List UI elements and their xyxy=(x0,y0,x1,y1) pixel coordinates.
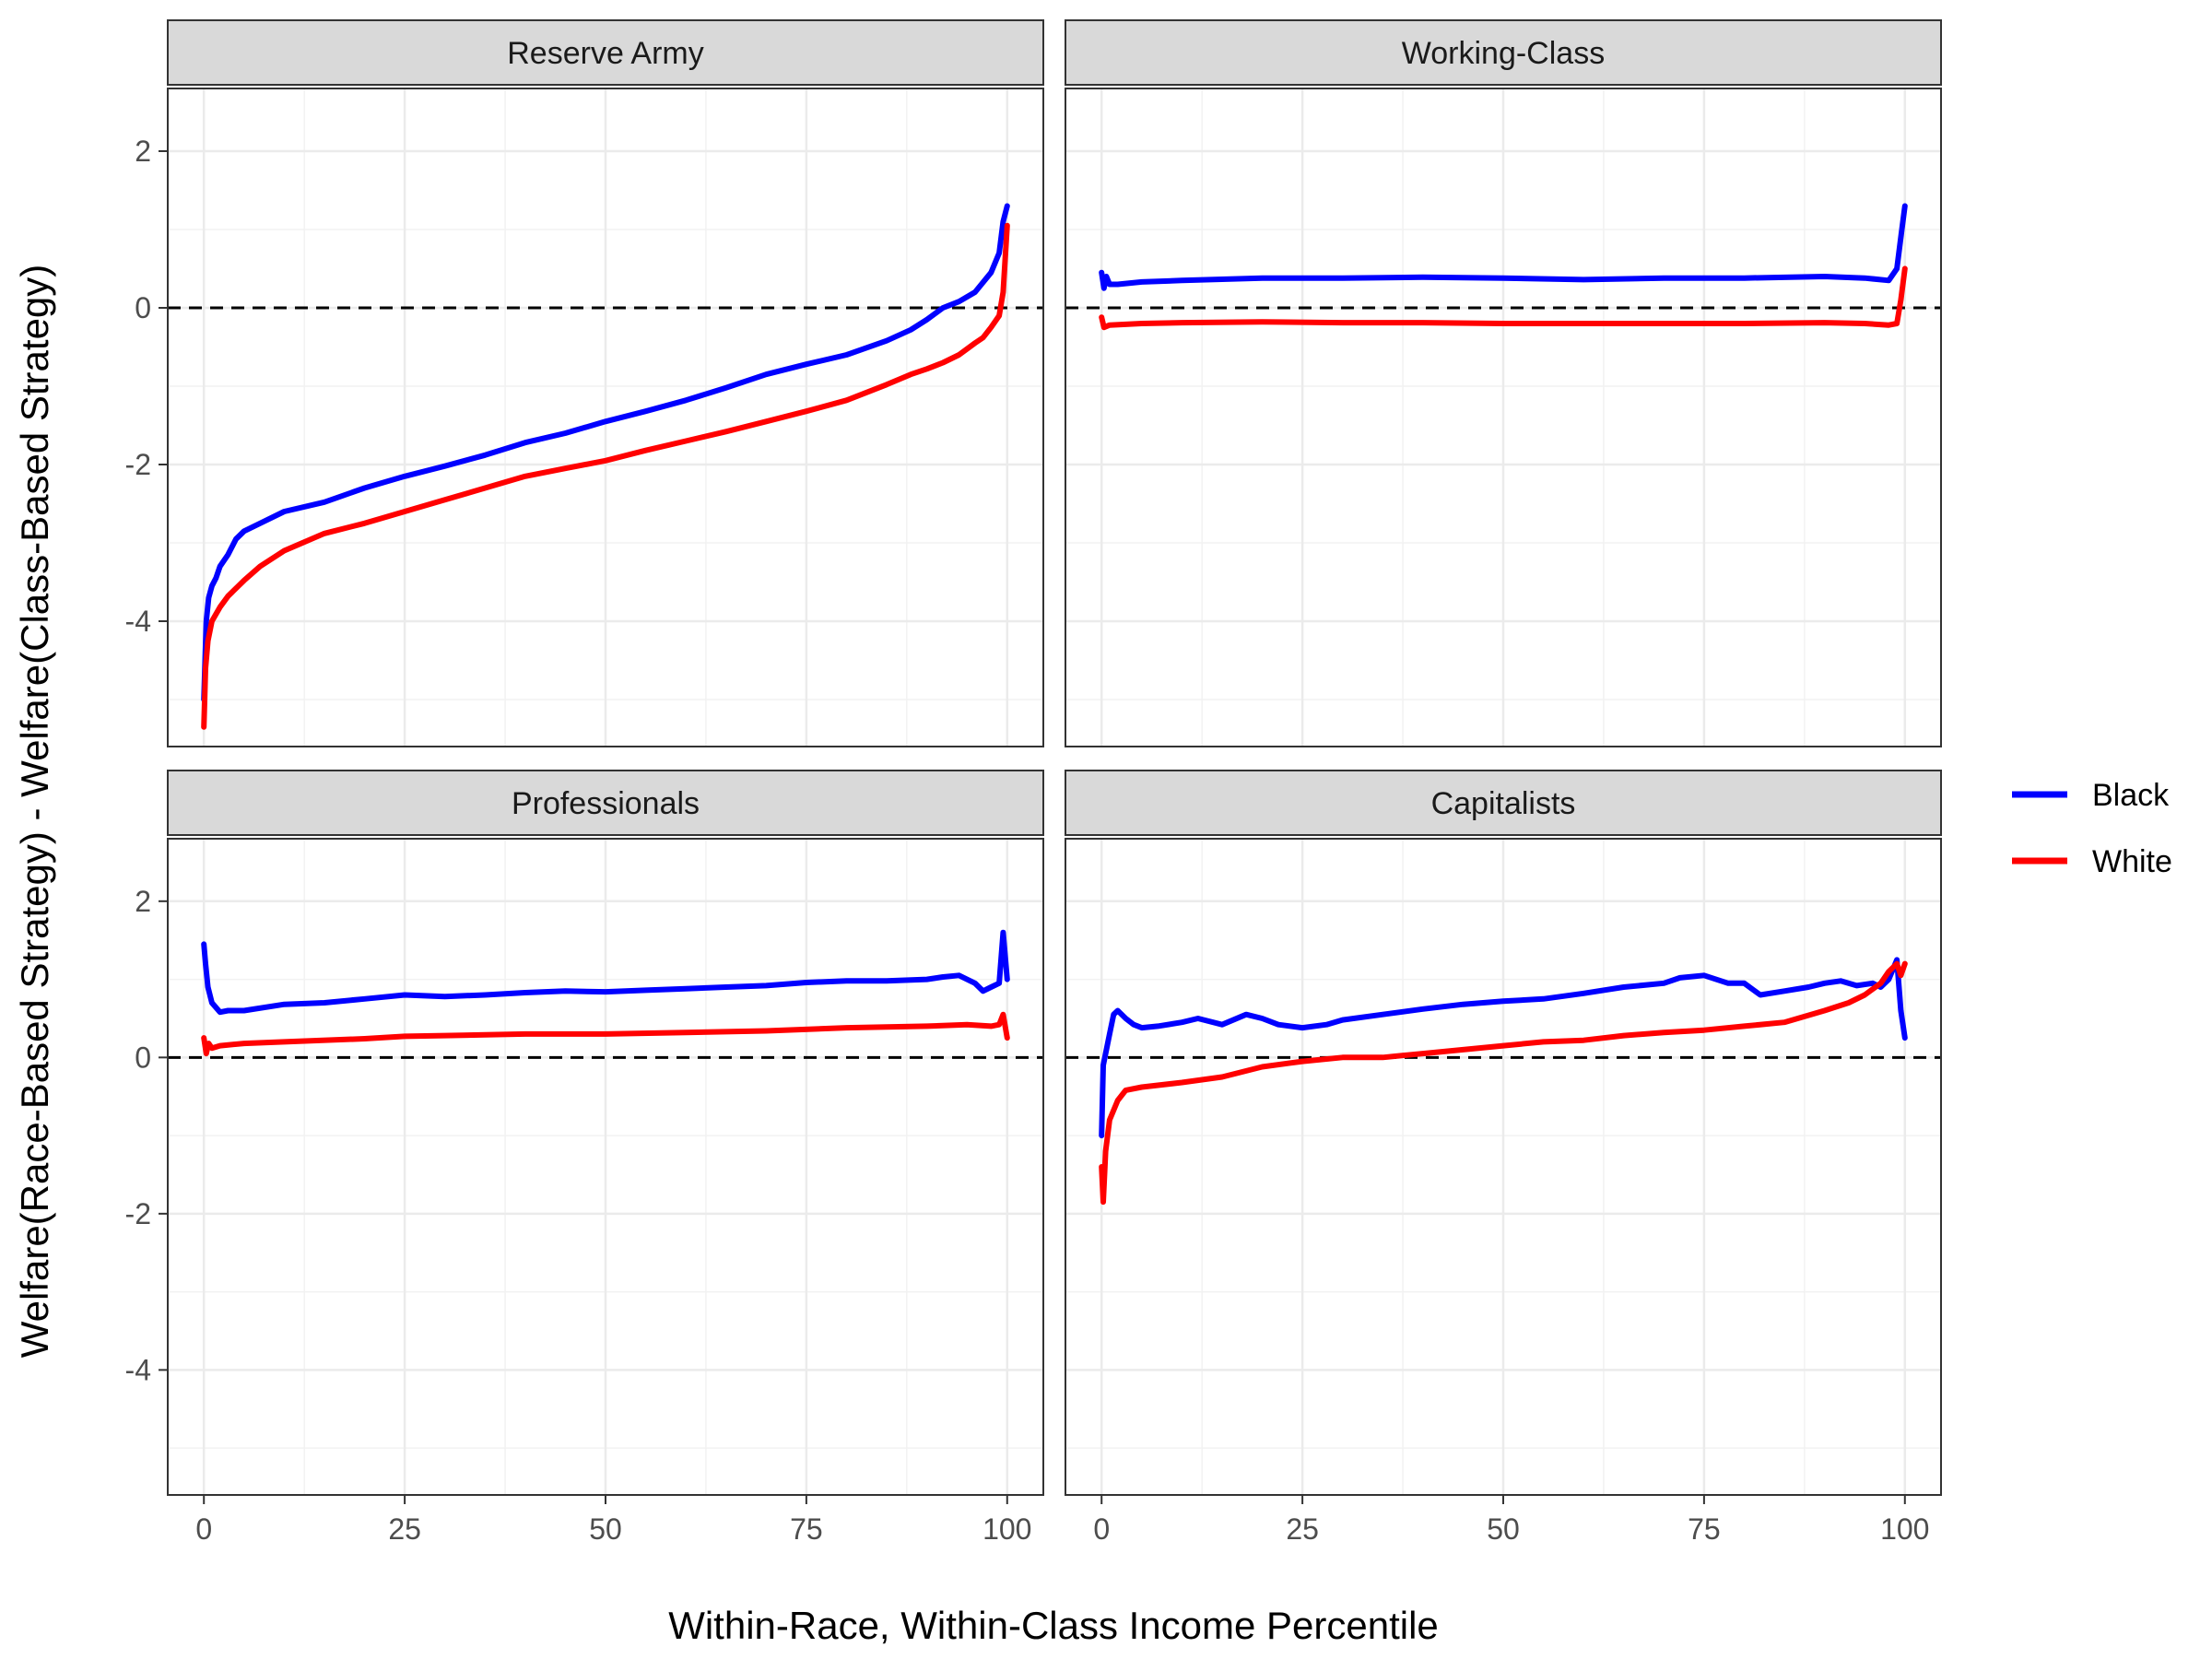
strip-professionals xyxy=(167,770,1044,836)
facet-panels: Reserve Army 2 0 -2 -4 Working-Class Professio… xyxy=(125,19,1942,1546)
x-tick-label: 25 xyxy=(1286,1512,1319,1546)
gridlines xyxy=(168,839,1043,1495)
panel-working-class: Working-Class xyxy=(1065,19,1942,747)
x-tick-label: 50 xyxy=(1487,1512,1520,1546)
panel-border xyxy=(167,88,1044,747)
x-tick-label: 75 xyxy=(1688,1512,1721,1546)
series-line-black xyxy=(1099,203,1908,291)
strip-reserve-army xyxy=(167,19,1044,86)
y-tick-label: -2 xyxy=(125,1197,151,1230)
y-tick-label: 0 xyxy=(135,291,151,324)
x-tick-label: 0 xyxy=(195,1512,212,1546)
strip-label-working-class: Working-Class xyxy=(1402,36,1605,71)
legend-item-white: White xyxy=(2012,844,2172,879)
y-tick-label: 2 xyxy=(135,885,151,918)
y-tick-label: 2 xyxy=(135,135,151,168)
strip-label-professionals: Professionals xyxy=(512,786,700,821)
panel-reserve-army: Reserve Army 2 0 -2 -4 xyxy=(125,19,1044,747)
x-tick-label: 75 xyxy=(790,1512,823,1546)
x-tick-label: 100 xyxy=(1880,1512,1929,1546)
strip-capitalists xyxy=(1065,770,1942,836)
panel-capitalists: Capitalists 0 25 50 75 100 xyxy=(1065,770,1942,1546)
legend-label-black: Black xyxy=(2092,778,2170,813)
legend-label-white: White xyxy=(2092,844,2172,879)
series-line-white xyxy=(201,1011,1010,1057)
legend: Black White xyxy=(2012,778,2172,879)
y-tick-label: -2 xyxy=(125,448,151,481)
x-tick-label: 100 xyxy=(982,1512,1031,1546)
x-tick-label: 50 xyxy=(589,1512,622,1546)
y-tick-label: -4 xyxy=(125,605,151,638)
y-tick-label: 0 xyxy=(135,1041,151,1074)
series-line-black xyxy=(201,203,1010,702)
x-axis-title: Within-Race, Within-Class Income Percent… xyxy=(668,1604,1439,1647)
strip-label-reserve-army: Reserve Army xyxy=(507,36,704,71)
x-tick-label: 0 xyxy=(1093,1512,1110,1546)
x-tick-label: 25 xyxy=(388,1512,421,1546)
strip-working-class xyxy=(1065,19,1942,86)
legend-item-black: Black xyxy=(2012,778,2170,813)
series-line-black xyxy=(201,929,1010,1016)
strip-label-capitalists: Capitalists xyxy=(1431,786,1576,821)
y-tick-label: -4 xyxy=(125,1353,151,1386)
panel-professionals: Professionals 2 0 -2 -4 0 25 50 75 100 xyxy=(125,770,1044,1546)
panel-border xyxy=(1065,88,1942,747)
y-axis-title: Welfare(Race-Based Strategy) - Welfare(C… xyxy=(13,265,56,1359)
series-line-white xyxy=(1099,265,1908,331)
series-line-white xyxy=(1099,960,1908,1206)
series-line-white xyxy=(201,222,1010,730)
series-line-black xyxy=(1099,957,1908,1139)
